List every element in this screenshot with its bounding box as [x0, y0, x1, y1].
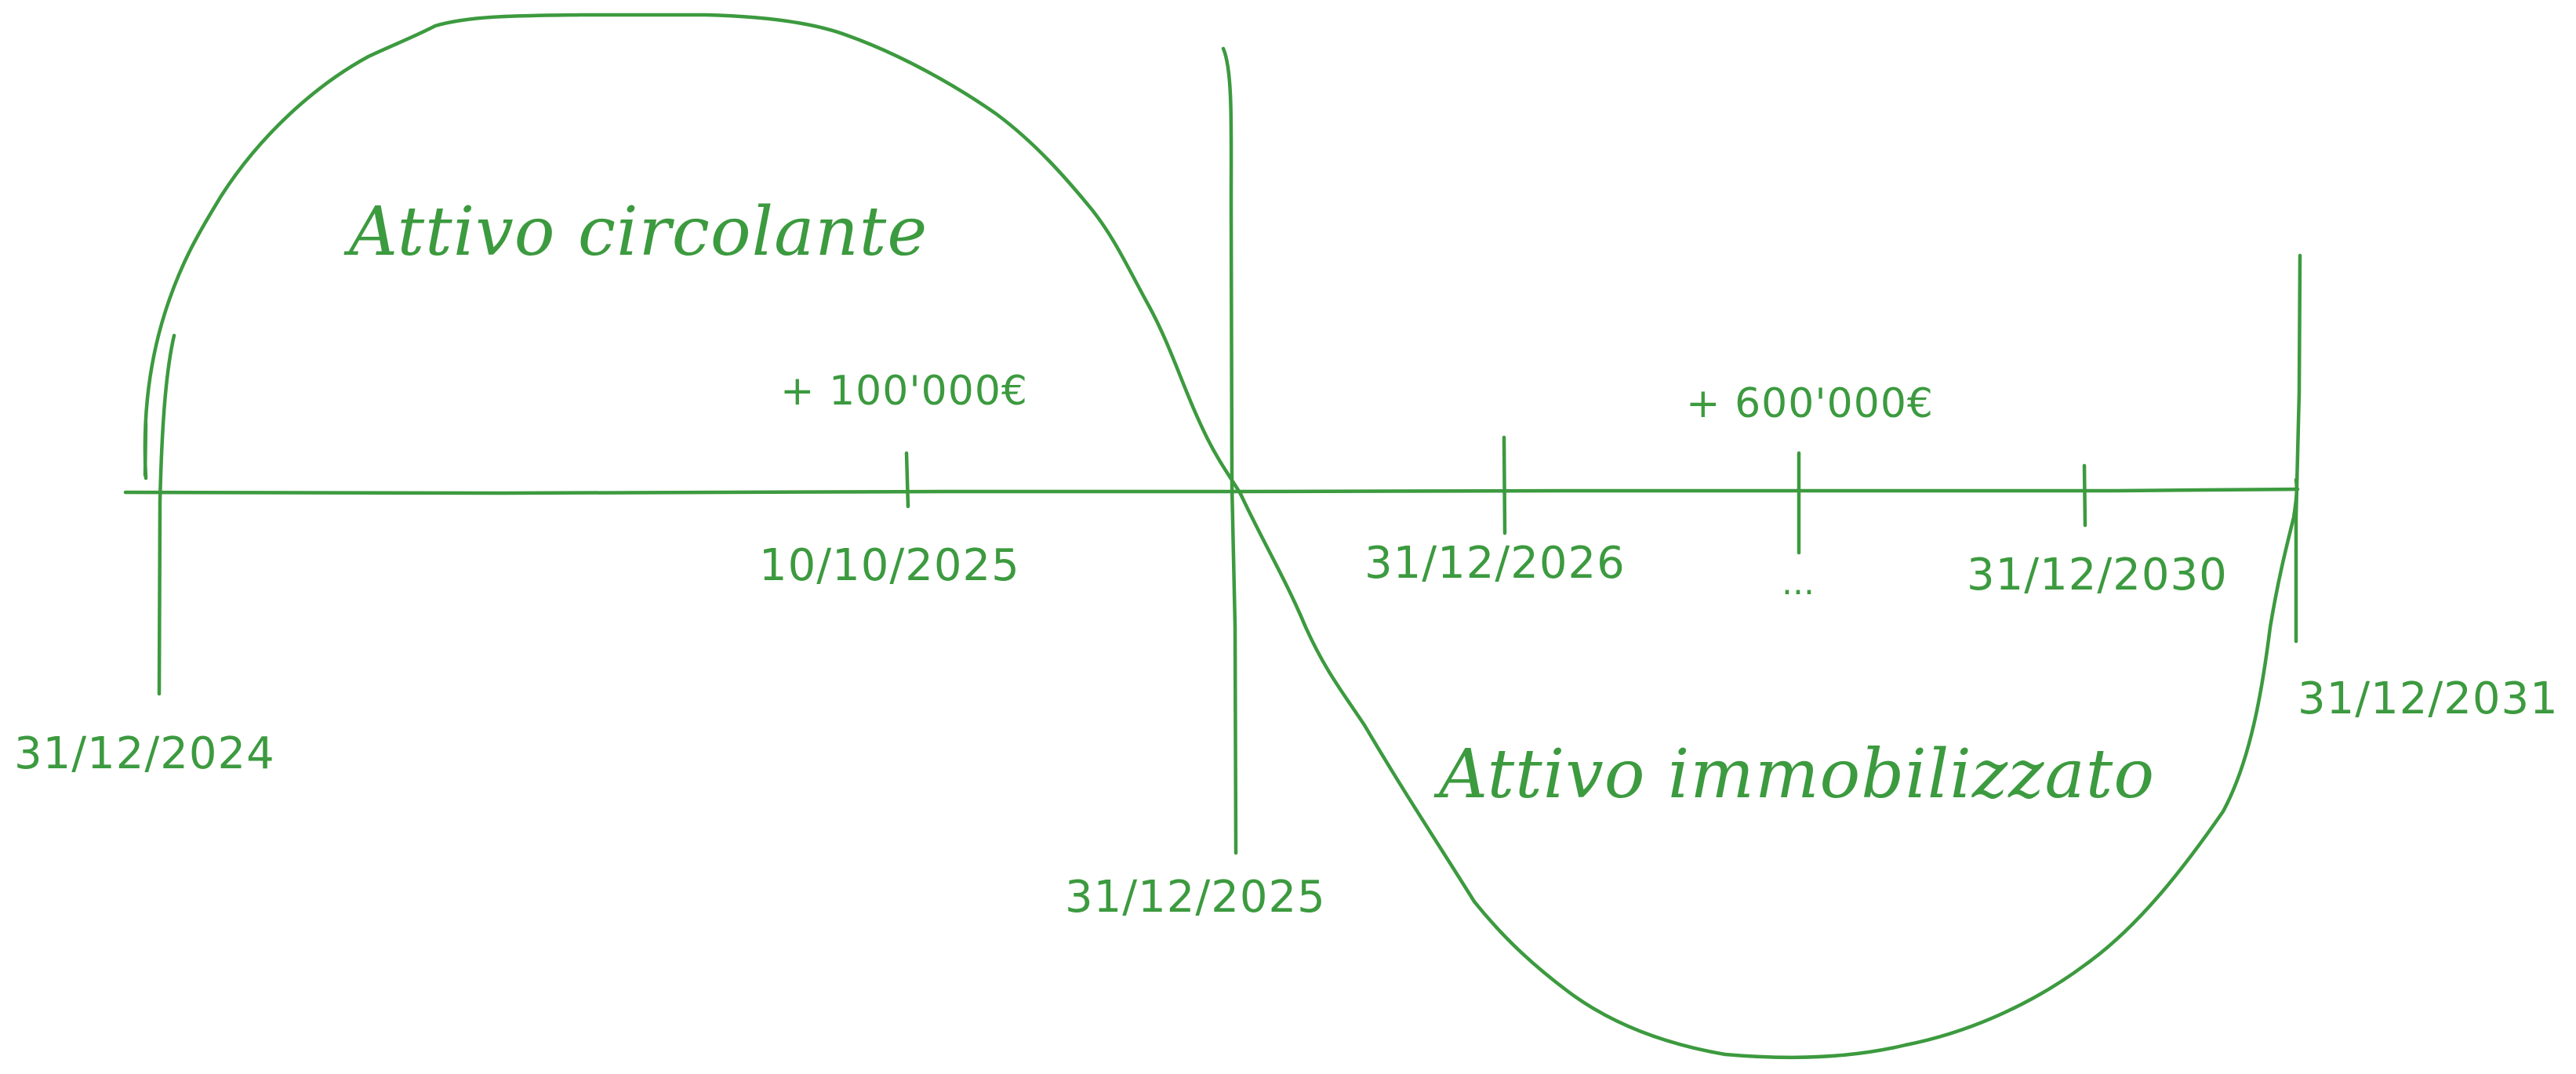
marker-end-2030	[2082, 463, 2087, 528]
date-end-2025-label: 31/12/2025	[1065, 872, 1326, 923]
date-mid-2025-label: 10/10/2025	[759, 540, 1020, 591]
marker-end-2026	[1502, 435, 1507, 535]
amount-second-label: + 600'000€	[1686, 380, 1934, 427]
timeline-axis	[123, 487, 2300, 495]
current-assets-arc	[143, 13, 1243, 496]
current-assets-label: Attivo circolante	[343, 193, 928, 271]
date-end-2030-label: 31/12/2030	[1967, 550, 2228, 600]
date-end-2026-label: 31/12/2026	[1364, 538, 1626, 589]
marker-start-2024-short	[143, 421, 148, 477]
marker-mid-2025	[904, 451, 910, 509]
amount-first-label: + 100'000€	[780, 368, 1028, 415]
date-start-label: 31/12/2024	[14, 728, 275, 779]
marker-end-2031	[2294, 253, 2302, 644]
marker-end-2025	[1221, 46, 1238, 855]
date-end-2031-label: 31/12/2031	[2298, 673, 2559, 724]
ellipsis-label: ...	[1782, 563, 1815, 603]
fixed-assets-label: Attivo immobilizzato	[1433, 735, 2155, 814]
marker-start-2024	[157, 333, 176, 696]
fixed-assets-arc	[1238, 477, 2299, 1060]
